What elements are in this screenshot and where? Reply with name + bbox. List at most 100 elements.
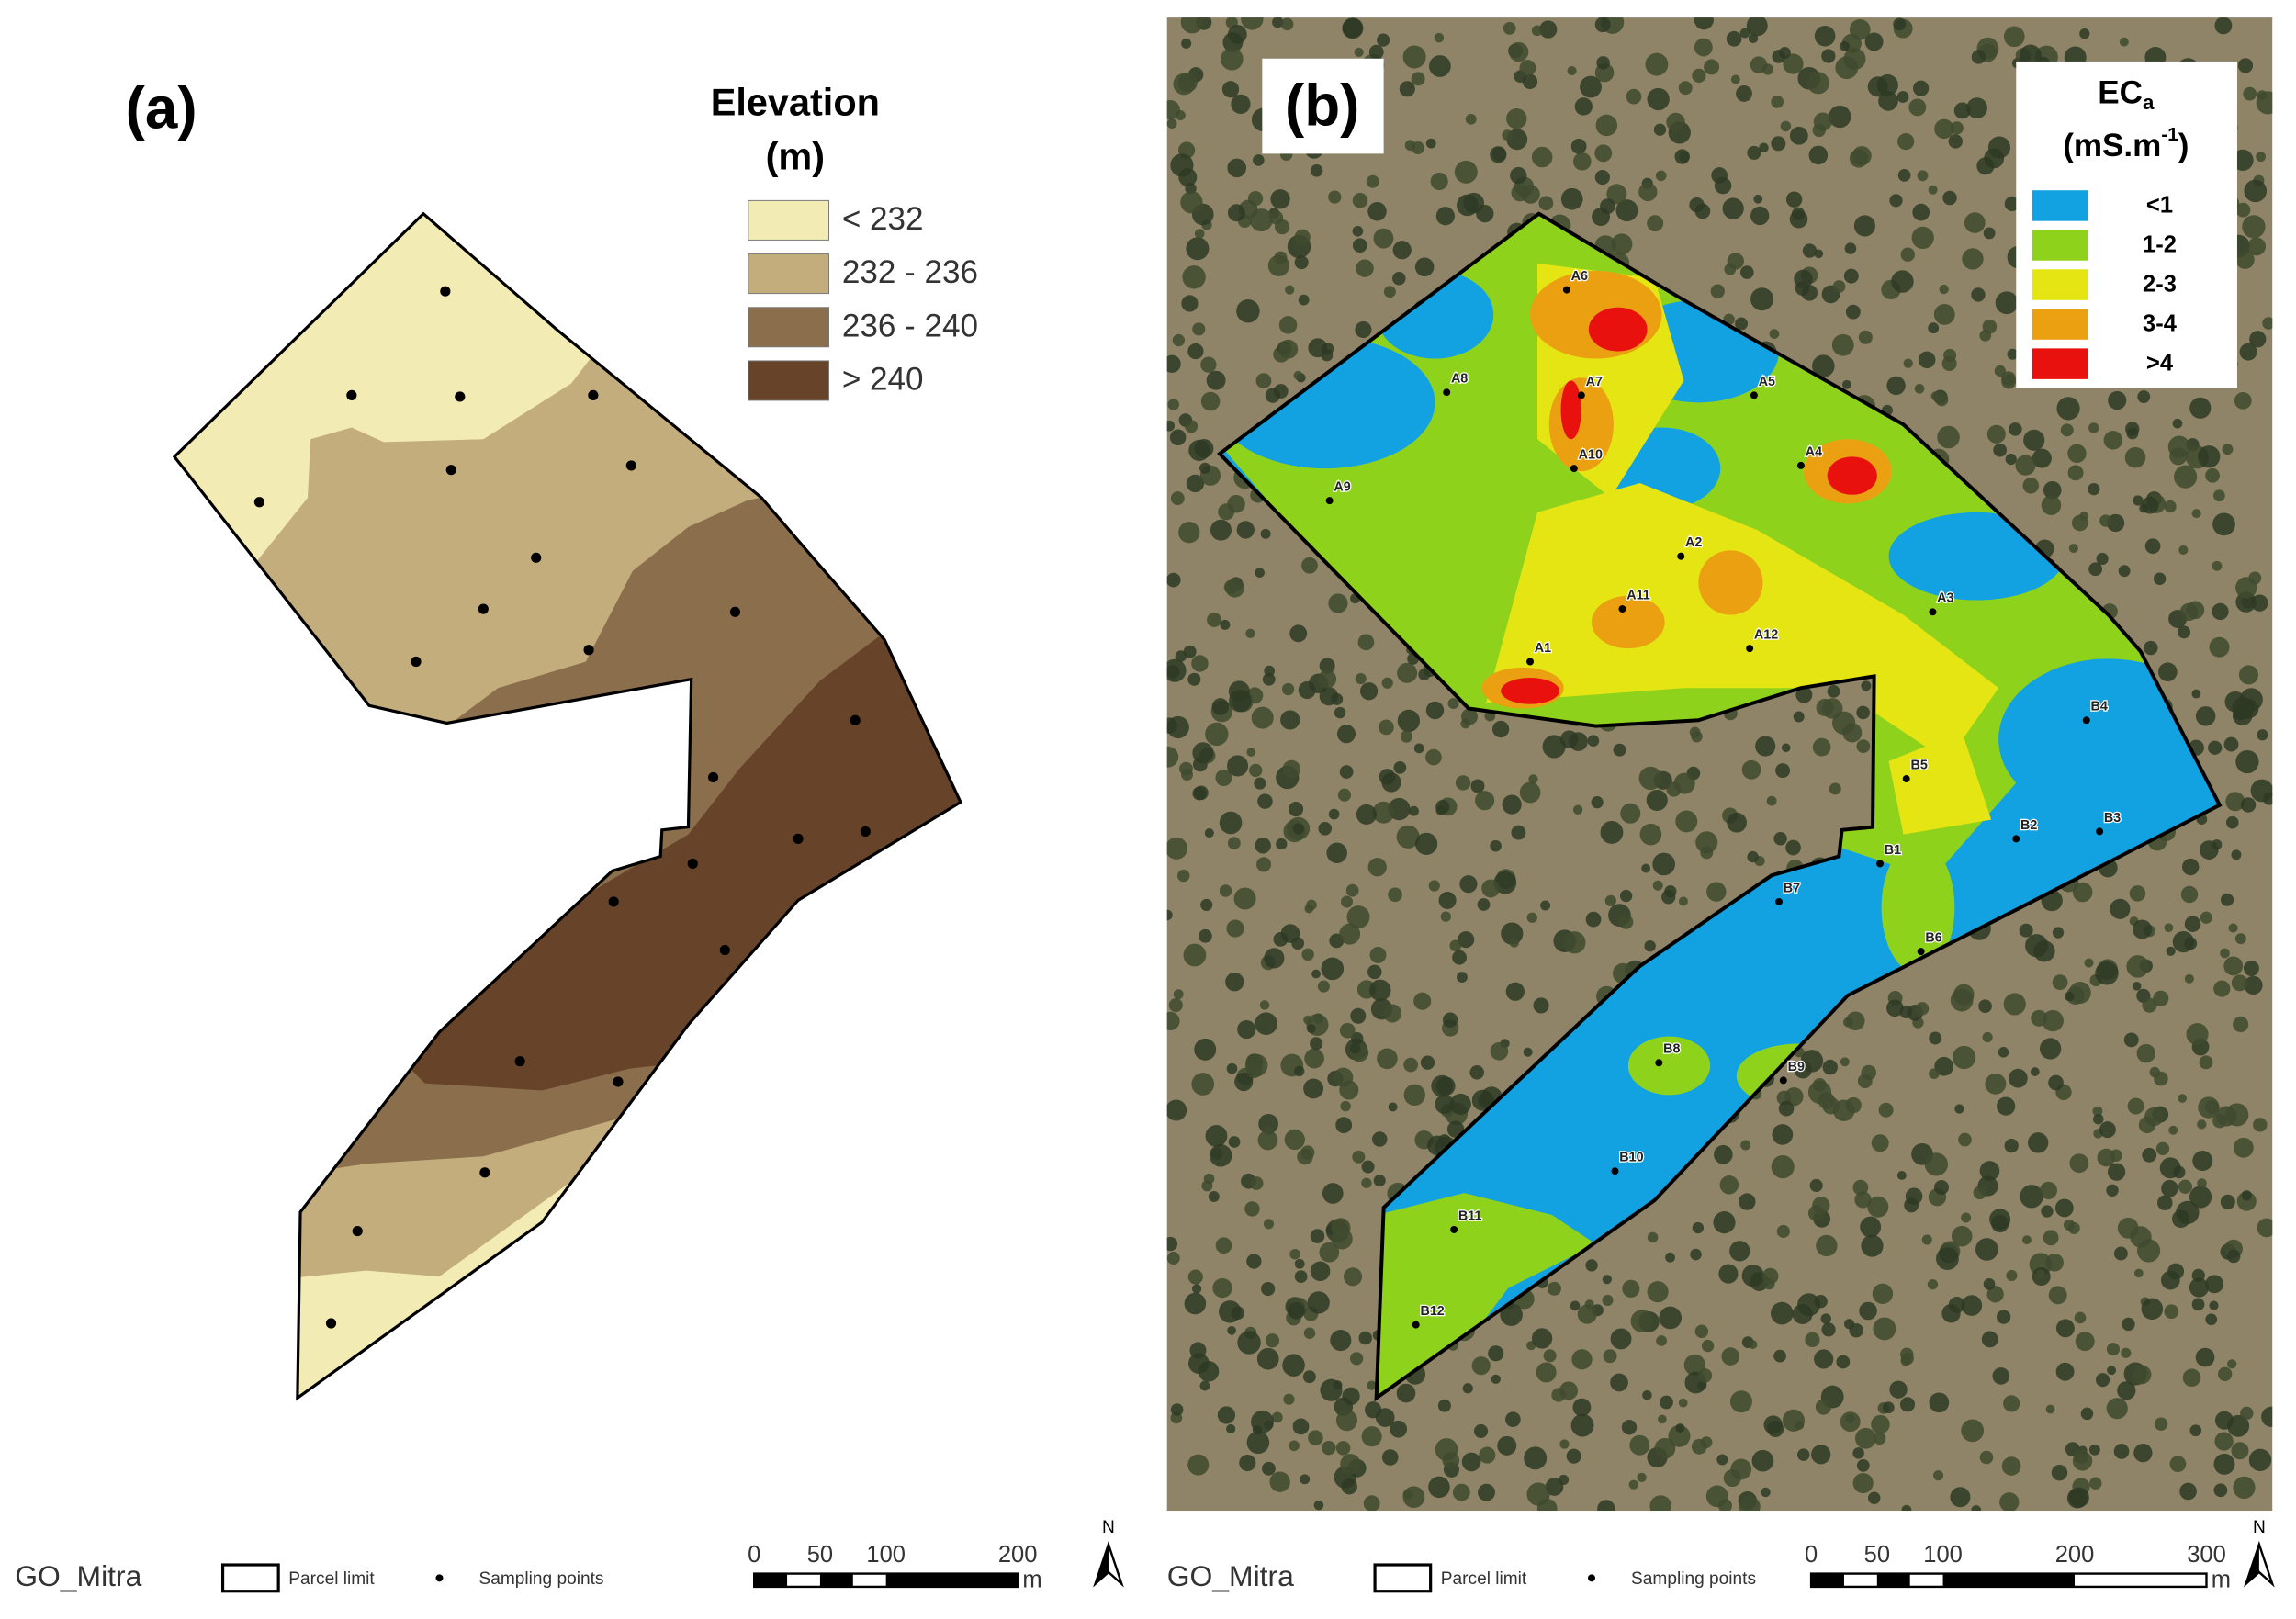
- tree: [1236, 299, 1260, 323]
- tree: [1776, 1224, 1790, 1239]
- legend-title: ECa: [2098, 75, 2155, 114]
- tree: [1659, 1306, 1683, 1330]
- tree: [2107, 1366, 2117, 1376]
- tree: [1259, 1000, 1270, 1010]
- tree: [1375, 1408, 1395, 1427]
- tree: [2133, 919, 2152, 939]
- tree: [1342, 17, 1364, 39]
- tree: [2113, 1246, 2128, 1261]
- tree: [1753, 194, 1763, 204]
- tree: [1691, 1438, 1707, 1455]
- legend: < 232 232 - 236 236 - 240 > 240: [748, 199, 978, 401]
- tree: [1538, 196, 1554, 211]
- tree: [2020, 1185, 2043, 1209]
- tree: [1409, 805, 1419, 816]
- tree: [2228, 923, 2238, 933]
- tree: [1986, 424, 2006, 444]
- tree: [1368, 44, 1384, 60]
- tree: [1278, 316, 1298, 334]
- tree: [2166, 946, 2176, 956]
- legend-label: > 240: [842, 362, 924, 398]
- tree: [1572, 804, 1583, 815]
- tree: [1934, 1056, 1954, 1076]
- tree: [1793, 711, 1805, 723]
- sampling-point: [1412, 1321, 1420, 1329]
- sampling-point: [1443, 388, 1451, 397]
- tree: [1239, 1454, 1256, 1472]
- tree: [1840, 40, 1850, 51]
- tree: [2068, 982, 2091, 1004]
- tree: [2161, 1179, 2178, 1197]
- tree: [1666, 112, 1685, 132]
- tree: [1210, 519, 1232, 541]
- tree: [2233, 1137, 2254, 1158]
- tree: [1861, 1234, 1884, 1257]
- tree: [1808, 145, 1829, 165]
- tree: [2231, 1442, 2249, 1460]
- tree: [2124, 446, 2146, 468]
- tree: [1449, 939, 1462, 952]
- sampling-point: [2012, 835, 2020, 843]
- tree: [2248, 1448, 2272, 1471]
- tree: [1191, 655, 1209, 672]
- tree: [2022, 478, 2040, 494]
- tree: [1596, 56, 1610, 70]
- sampling-point: [1779, 1076, 1787, 1085]
- tree: [2095, 961, 2119, 985]
- sampling-point: [613, 1076, 624, 1087]
- sampling-point: [1750, 391, 1758, 399]
- tree: [1270, 189, 1290, 209]
- tree: [2235, 250, 2255, 269]
- tree: [1269, 1471, 1290, 1492]
- tree: [1900, 247, 1915, 262]
- tree: [1814, 249, 1824, 259]
- tree: [1531, 146, 1553, 168]
- tree: [1293, 370, 1303, 380]
- point-label: A3: [1937, 591, 1953, 606]
- tree: [1469, 1065, 1484, 1080]
- tree: [1337, 788, 1352, 802]
- tree: [2233, 706, 2247, 721]
- tree: [2158, 662, 2178, 682]
- sampling-point: [1677, 552, 1685, 560]
- tree: [1215, 769, 1232, 787]
- tree: [1983, 227, 1996, 240]
- tree: [2110, 898, 2131, 919]
- tree: [1280, 710, 1300, 730]
- tree: [1396, 1383, 1416, 1403]
- tree: [1322, 1183, 1344, 1204]
- sampling-points: [253, 286, 871, 1329]
- tree: [1924, 1152, 1949, 1176]
- tree: [1816, 698, 1834, 716]
- tree: [1200, 356, 1217, 373]
- sampling-point: [1902, 775, 1910, 783]
- legend-label: 2-3: [2143, 272, 2177, 298]
- tree: [1187, 343, 1204, 360]
- tree: [1501, 922, 1524, 945]
- tree: [2106, 1398, 2128, 1420]
- tree: [1748, 33, 1759, 44]
- tree: [1246, 1431, 1270, 1455]
- tree: [1246, 1062, 1263, 1078]
- tree: [1822, 1059, 1838, 1075]
- tree: [1187, 1269, 1203, 1285]
- tree: [1929, 1031, 1942, 1045]
- tree: [1797, 1448, 1810, 1461]
- tree: [1273, 932, 1289, 947]
- sampling-point: [707, 771, 719, 783]
- tree: [1168, 998, 1183, 1013]
- tree: [1536, 1362, 1557, 1383]
- tree: [2003, 1395, 2020, 1412]
- tree: [1872, 1283, 1894, 1304]
- tree: [1294, 1258, 1305, 1269]
- tree: [2007, 348, 2019, 360]
- tree: [1429, 55, 1451, 77]
- tree: [1226, 1062, 1238, 1074]
- tree: [1166, 837, 1188, 860]
- sampling-point: [1325, 497, 1334, 505]
- tree: [1761, 63, 1773, 75]
- tree: [1166, 1236, 1178, 1252]
- tree: [1264, 948, 1285, 969]
- tree: [1613, 743, 1626, 757]
- tree: [1942, 190, 1957, 206]
